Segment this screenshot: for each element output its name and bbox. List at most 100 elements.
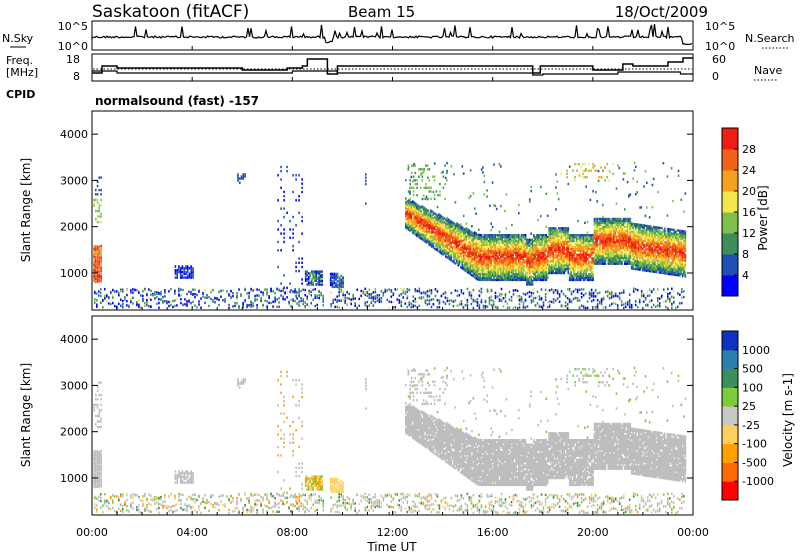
power-cell — [532, 292, 535, 295]
power-cell — [304, 274, 307, 277]
power-cell — [277, 199, 279, 202]
power-cell — [433, 222, 436, 225]
power-cell — [254, 297, 256, 301]
power-cell — [312, 298, 314, 301]
power-cell — [515, 234, 517, 237]
power-cell — [512, 257, 514, 260]
power-cell — [98, 270, 101, 273]
power-cell — [556, 236, 559, 240]
power-cell — [417, 227, 419, 230]
power-cell — [571, 239, 574, 243]
power-cell — [494, 272, 497, 276]
power-cell — [346, 291, 348, 294]
power-cell — [440, 240, 443, 243]
power-cell — [409, 221, 411, 224]
freq-label: Freq. — [6, 54, 33, 67]
power-cell — [524, 276, 527, 280]
power-cell — [506, 251, 509, 254]
power-cell — [548, 254, 550, 257]
power-cell — [427, 240, 429, 243]
power-cell — [614, 217, 616, 221]
power-cell — [593, 254, 596, 258]
power-cell — [562, 232, 564, 236]
power-cell — [447, 233, 450, 237]
power-cell — [98, 215, 101, 218]
power-cell — [566, 265, 568, 269]
power-cell — [475, 273, 477, 276]
power-cell — [254, 288, 256, 291]
power-cell — [414, 231, 417, 234]
power-cell — [304, 293, 306, 297]
power-cell — [188, 290, 190, 293]
power-cell — [610, 248, 612, 252]
power-cell — [313, 274, 316, 277]
power-cell — [458, 232, 461, 235]
power-cell — [628, 235, 630, 238]
power-cell — [588, 274, 590, 278]
power-cell — [346, 303, 348, 306]
power-cell — [462, 264, 465, 267]
power-cell — [407, 205, 410, 208]
power-cell — [624, 256, 626, 260]
power-cell — [589, 267, 592, 270]
power-cell — [552, 234, 554, 238]
power-cell — [104, 297, 106, 300]
power-cell — [646, 304, 649, 307]
power-cell — [502, 255, 505, 258]
power-cell — [493, 236, 495, 239]
power-cell — [446, 240, 448, 244]
power-cell — [568, 287, 571, 291]
power-cell — [376, 299, 379, 302]
power-cell — [632, 244, 634, 247]
power-cell — [602, 225, 604, 228]
power-cell — [549, 256, 552, 259]
power-cell — [418, 222, 421, 226]
power-cell — [573, 263, 575, 266]
power-cell — [280, 232, 282, 235]
power-cell — [414, 210, 417, 213]
power-cell — [584, 221, 586, 224]
power-cell — [546, 291, 549, 294]
power-cell — [479, 257, 481, 260]
power-cell — [520, 267, 523, 270]
power-cell — [240, 294, 242, 297]
power-cell — [479, 253, 481, 256]
power-cell — [622, 252, 625, 256]
power-cell — [302, 288, 304, 291]
power-cell — [464, 236, 466, 239]
power-cell — [570, 253, 572, 256]
power-cell — [406, 204, 408, 207]
power-cell — [617, 223, 619, 226]
power-cell — [504, 236, 506, 239]
power-cell — [533, 255, 535, 258]
power-cell — [588, 245, 590, 249]
power-cell — [567, 264, 570, 267]
power-cell — [178, 287, 180, 291]
power-cell — [479, 274, 481, 278]
power-cell — [621, 243, 623, 246]
power-cell — [365, 173, 367, 176]
power-cell — [590, 293, 593, 296]
power-cell — [424, 299, 427, 303]
power-cell — [563, 269, 565, 273]
power-cell — [597, 179, 600, 183]
power-cell — [500, 247, 502, 250]
power-cell — [568, 251, 571, 254]
power-cell — [310, 302, 312, 305]
power-cell — [667, 297, 669, 301]
power-cell — [486, 288, 489, 291]
power-cell — [469, 234, 472, 237]
power-cell — [541, 259, 543, 262]
power-cell — [614, 245, 616, 248]
power-cell — [116, 305, 118, 308]
power-cell — [186, 269, 189, 272]
power-cell — [472, 253, 475, 257]
power-cell — [527, 240, 530, 243]
power-cell — [302, 302, 304, 306]
power-cell — [588, 278, 590, 282]
power-cell — [480, 243, 483, 247]
power-cell — [439, 249, 442, 252]
power-cell — [540, 278, 542, 282]
power-cell — [100, 263, 102, 266]
power-cell — [487, 253, 490, 256]
